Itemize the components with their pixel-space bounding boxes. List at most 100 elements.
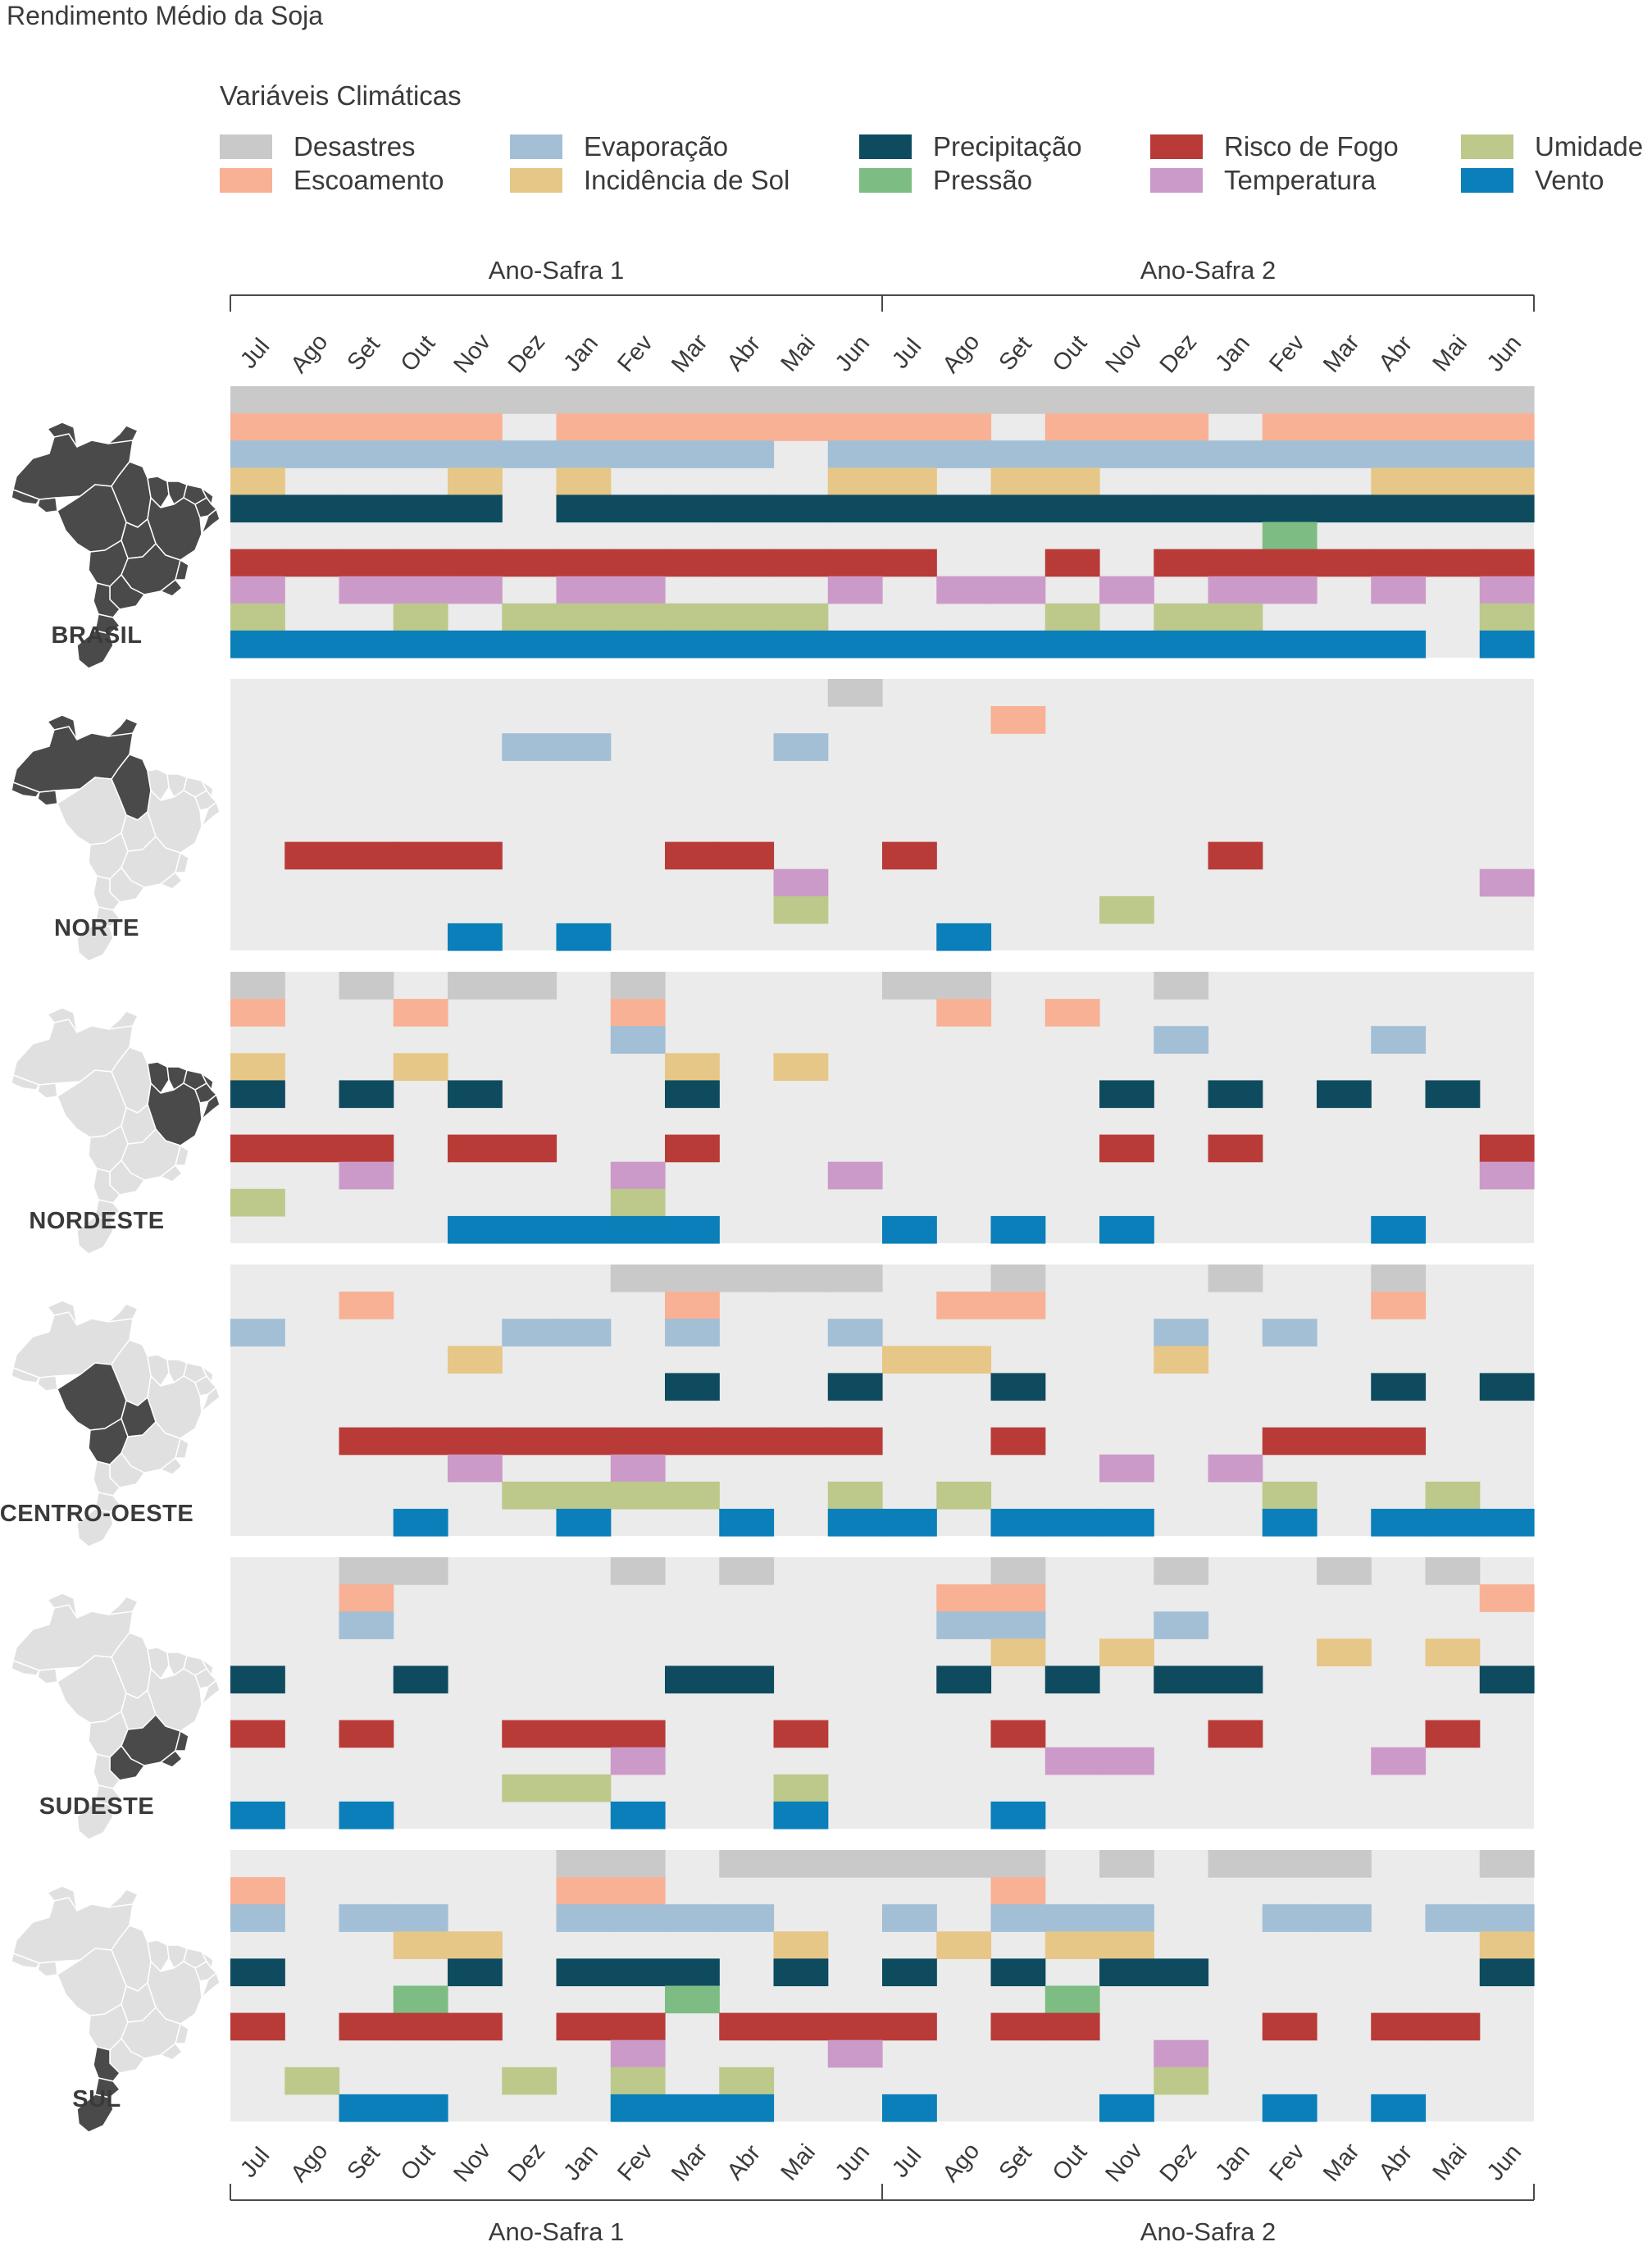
- cell-nordeste-desastres-7: [610, 972, 666, 1000]
- cell-nordeste-precipitacao-0: [230, 1080, 285, 1109]
- cell-brasil-risco-de-fogo-2: [339, 549, 394, 577]
- cell-brasil-risco-de-fogo-6: [556, 549, 612, 577]
- map-state-rio-grande-do-sul: [76, 1508, 114, 1547]
- cell-nordeste-precipitacao-22: [1425, 1080, 1481, 1109]
- map-state-rondonia: [37, 1668, 58, 1684]
- cell-nordeste-risco-de-fogo-2: [339, 1134, 394, 1163]
- brazil-map: [11, 714, 221, 962]
- cell-sul-precipitacao-8: [665, 1958, 720, 1987]
- month-label: Set: [342, 2140, 385, 2185]
- cell-nordeste-temperatura-7: [610, 1161, 666, 1190]
- month-label: Mar: [667, 2139, 713, 2187]
- cell-brasil-risco-de-fogo-11: [827, 549, 883, 577]
- cell-sul-umidade-5: [502, 2066, 557, 2095]
- legend: Variáveis Climáticas DesastresEscoamento…: [220, 80, 1643, 195]
- cell-brasil-escoamento-13: [936, 413, 992, 441]
- cell-brasil-evaporacao-9: [719, 440, 775, 468]
- month-label: Set: [994, 2140, 1036, 2185]
- cell-sul-desastres-19: [1262, 1850, 1318, 1878]
- cell-sul-vento-8: [665, 2094, 720, 2122]
- panel-background: [230, 679, 1534, 950]
- legend-label-risco-de-fogo: Risco de Fogo: [1224, 131, 1399, 162]
- cell-brasil-temperatura-13: [936, 576, 992, 604]
- cell-centro-oeste-vento-11: [827, 1508, 883, 1537]
- cell-brasil-umidade-5: [502, 603, 557, 631]
- cell-nordeste-evaporacao-21: [1371, 1026, 1427, 1054]
- cell-brasil-evaporacao-8: [665, 440, 720, 468]
- map-state-roraima-east: [107, 1596, 139, 1615]
- cell-brasil-evaporacao-7: [610, 440, 666, 468]
- cell-brasil-risco-de-fogo-15: [1044, 549, 1100, 577]
- cell-brasil-evaporacao-20: [1317, 440, 1372, 468]
- cell-brasil-evaporacao-21: [1371, 440, 1427, 468]
- cell-sudeste-risco-de-fogo-18: [1208, 1720, 1263, 1748]
- map-state-santa-catarina: [94, 2077, 121, 2098]
- cell-centro-oeste-vento-12: [882, 1508, 937, 1537]
- cell-brasil-umidade-8: [665, 603, 720, 631]
- cell-brasil-desastres-23: [1479, 386, 1535, 414]
- map-state-acre: [11, 1367, 40, 1383]
- cell-brasil-desastres-4: [448, 386, 503, 414]
- cell-sudeste-incidencia-de-sol-16: [1099, 1638, 1154, 1666]
- map-state-alagoas-sergipe: [201, 508, 221, 535]
- cell-brasil-risco-de-fogo-4: [448, 549, 503, 577]
- cell-sul-risco-de-fogo-2: [339, 2012, 394, 2041]
- cell-brasil-evaporacao-23: [1479, 440, 1535, 468]
- cell-norte-escoamento-14: [990, 706, 1046, 734]
- cell-sul-incidencia-de-sol-23: [1479, 1931, 1535, 1959]
- cell-brasil-evaporacao-11: [827, 440, 883, 468]
- cell-sul-temperatura-17: [1154, 2039, 1209, 2068]
- region-label-norte: NORTE: [54, 915, 139, 941]
- cell-norte-risco-de-fogo-3: [393, 841, 448, 870]
- cell-brasil-vento-16: [1099, 630, 1154, 658]
- cell-sul-risco-de-fogo-15: [1044, 2012, 1100, 2041]
- cell-brasil-evaporacao-16: [1099, 440, 1154, 468]
- cell-sudeste-escoamento-13: [936, 1584, 992, 1612]
- cell-nordeste-risco-de-fogo-1: [284, 1134, 340, 1163]
- cell-sul-risco-de-fogo-11: [827, 2012, 883, 2041]
- cell-sudeste-evaporacao-2: [339, 1611, 394, 1639]
- map-state-santa-catarina: [94, 906, 121, 927]
- cell-brasil-precipitacao-8: [665, 494, 720, 523]
- cell-centro-oeste-umidade-5: [502, 1481, 557, 1510]
- map-state-espirito-santo: [175, 1730, 189, 1752]
- cell-sul-vento-12: [882, 2094, 937, 2122]
- cell-centro-oeste-risco-de-fogo-19: [1262, 1427, 1318, 1456]
- month-label: Ago: [286, 2138, 334, 2187]
- cell-centro-oeste-desastres-21: [1371, 1264, 1427, 1292]
- cell-centro-oeste-vento-3: [393, 1508, 448, 1537]
- cell-sudeste-vento-2: [339, 1801, 394, 1830]
- cell-brasil-precipitacao-15: [1044, 494, 1100, 523]
- map-state-espirito-santo: [175, 1438, 189, 1459]
- cell-sudeste-evaporacao-14: [990, 1611, 1046, 1639]
- cell-brasil-temperatura-23: [1479, 576, 1535, 604]
- cell-nordeste-precipitacao-8: [665, 1080, 720, 1109]
- cell-sul-vento-19: [1262, 2094, 1318, 2122]
- cell-norte-temperatura-23: [1479, 868, 1535, 897]
- cell-sul-risco-de-fogo-21: [1371, 2012, 1427, 2041]
- month-label: Jan: [1210, 2139, 1255, 2185]
- season-axis-bottom: Ano-Safra 1 Ano-Safra 2: [230, 2184, 1535, 2246]
- cell-sul-incidencia-de-sol-10: [773, 1931, 829, 1959]
- cell-sudeste-vento-10: [773, 1801, 829, 1830]
- cell-brasil-desastres-19: [1262, 386, 1318, 414]
- cell-sudeste-desastres-3: [393, 1557, 448, 1585]
- map-state-alagoas-sergipe: [201, 1094, 221, 1120]
- month-label: Out: [1048, 330, 1093, 376]
- month-label: Nov: [448, 329, 496, 378]
- month-label: Jun: [831, 2139, 876, 2185]
- map-state-espirito-santo: [175, 559, 189, 581]
- cell-nordeste-temperatura-2: [339, 1161, 394, 1190]
- cell-brasil-precipitacao-4: [448, 494, 503, 523]
- cell-brasil-desastres-8: [665, 386, 720, 414]
- cell-nordeste-incidencia-de-sol-3: [393, 1053, 448, 1081]
- cell-sudeste-desastres-22: [1425, 1557, 1481, 1585]
- legend-label-precipitacao: Precipitação: [933, 131, 1082, 162]
- cell-centro-oeste-desastres-18: [1208, 1264, 1263, 1292]
- cell-sul-desastres-11: [827, 1850, 883, 1878]
- cell-nordeste-risco-de-fogo-18: [1208, 1134, 1263, 1163]
- cell-sul-vento-7: [610, 2094, 666, 2122]
- month-label: Nov: [448, 2138, 496, 2187]
- cell-brasil-vento-15: [1044, 630, 1100, 658]
- cell-centro-oeste-vento-22: [1425, 1508, 1481, 1537]
